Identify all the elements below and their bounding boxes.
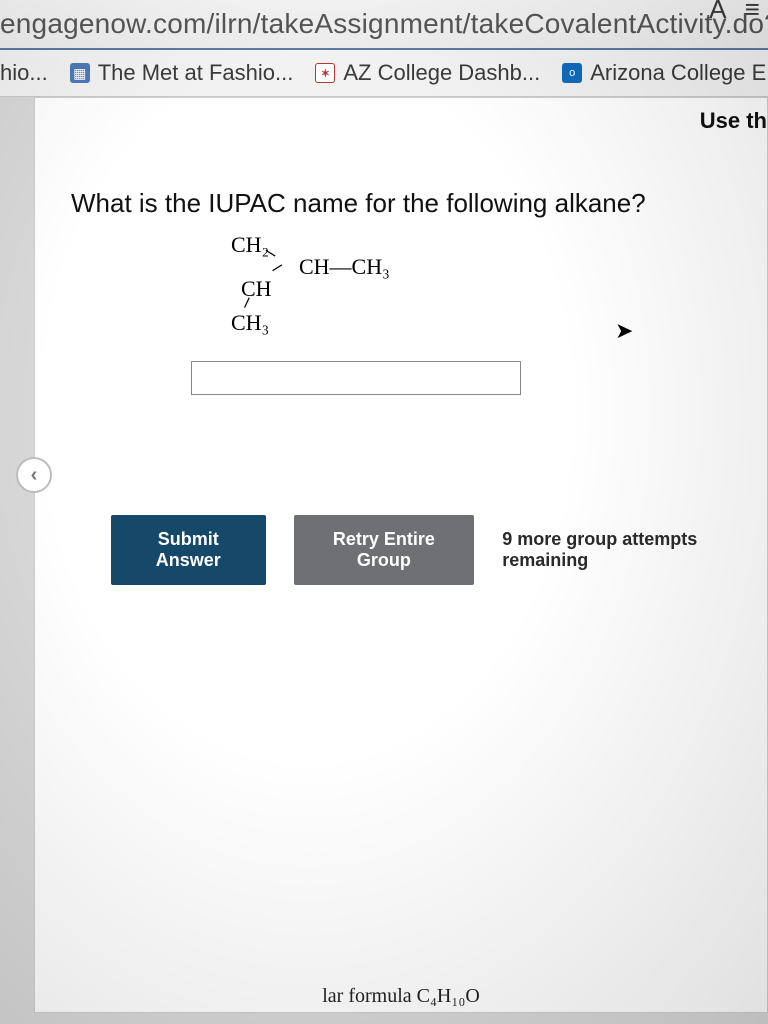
bookmark-item-3[interactable]: o Arizona College E... — [562, 60, 768, 86]
grid-icon: ▦ — [70, 63, 90, 83]
az-favicon-icon: ✶ — [315, 63, 335, 83]
molecule-structure: CH₂ ⎯ CH—CH₃ ⎯ CH ⎯ CH₃ — [231, 233, 745, 343]
attempts-remaining-text: 9 more group attempts remaining — [502, 529, 745, 571]
action-row: Submit Answer Retry Entire Group 9 more … — [111, 515, 745, 585]
collapse-sidebar-button[interactable]: ‹ — [16, 457, 52, 493]
bookmark-item-2[interactable]: ✶ AZ College Dashb... — [315, 60, 540, 86]
hamburger-icon[interactable]: ≡ — [745, 0, 760, 22]
question-text: What is the IUPAC name for the following… — [71, 188, 745, 219]
bookmark-item-0[interactable]: hio... — [0, 60, 48, 86]
submit-answer-button[interactable]: Submit Answer — [111, 515, 266, 585]
corner-hint-text: Use th — [700, 108, 767, 134]
url-text: engagenow.com/ilrn/takeAssignment/takeCo… — [0, 8, 768, 39]
retry-group-button[interactable]: Retry Entire Group — [294, 515, 475, 585]
outlook-favicon-icon: o — [562, 63, 582, 83]
address-bar[interactable]: engagenow.com/ilrn/takeAssignment/takeCo… — [0, 0, 768, 50]
chevron-left-icon: ‹ — [31, 464, 38, 487]
footer-formula-text: lar formula C₄H₁₀O — [322, 985, 480, 1008]
structure-line-2: CH—CH₃ — [299, 255, 390, 278]
toolbar-right-icons: A ≡ — [709, 0, 760, 22]
bookmark-label: hio... — [0, 60, 48, 86]
assignment-panel: Use th What is the IUPAC name for the fo… — [34, 97, 768, 1013]
answer-input[interactable] — [191, 361, 521, 395]
letter-a-icon[interactable]: A — [709, 0, 727, 22]
bookmark-label: The Met at Fashio... — [98, 60, 294, 86]
bookmarks-bar: hio... ▦ The Met at Fashio... ✶ AZ Colle… — [0, 50, 768, 97]
bookmark-label: Arizona College E... — [590, 60, 768, 86]
bookmark-item-1[interactable]: ▦ The Met at Fashio... — [70, 60, 294, 86]
structure-line-4: CH₃ — [231, 311, 269, 334]
bookmark-label: AZ College Dashb... — [343, 60, 540, 86]
